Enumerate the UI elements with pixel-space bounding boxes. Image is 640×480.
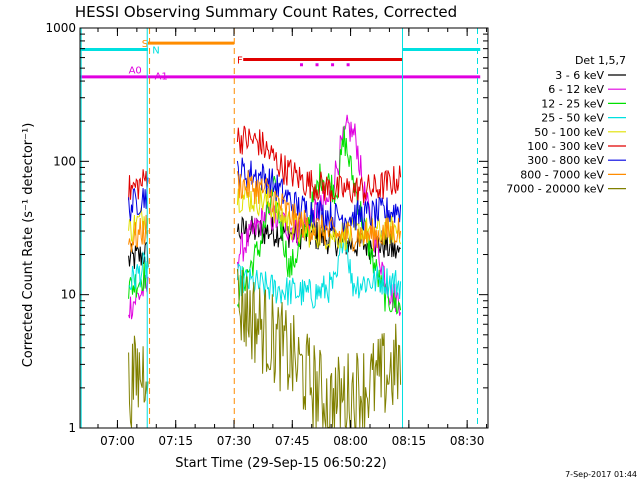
flags-layer: SN F A0 A1 (80, 39, 481, 83)
series-line-25-50-kev-seg0 (128, 250, 149, 291)
y-tick-label-1: 1 (68, 421, 76, 435)
series-line-100-300-kev-seg0 (128, 169, 149, 201)
plot-area: SN F A0 A1 07:00 07:15 07:30 07:45 08:00 08:15 08… (45, 21, 489, 448)
legend-label-25-50-kev: 25 - 50 keV (541, 112, 604, 125)
series-line-50-100-kev-seg0 (128, 207, 149, 244)
series-line-7000-20000-kev-seg0 (128, 335, 149, 428)
flag-label-a1: A1 (155, 72, 168, 83)
x-tick-label-07-15: 07:15 (158, 434, 193, 448)
legend-label-12-25-kev: 12 - 25 keV (541, 97, 604, 110)
legend-label-50-100-kev: 50 - 100 keV (534, 126, 604, 139)
x-tick-label-07-00: 07:00 (100, 434, 135, 448)
series-line-100-300-kev-seg1 (236, 125, 402, 205)
plot-frame (79, 27, 489, 429)
vertical-lines-layer (80, 28, 479, 428)
footer-date: 7-Sep-2017 01:44 (565, 470, 637, 479)
legend-label-7000-20000-kev: 7000 - 20000 keV (506, 183, 604, 196)
y-axis-label: Corrected Count Rate (s⁻¹ detector⁻¹) (21, 123, 36, 368)
flag-marker-1 (315, 63, 319, 67)
legend-label-6-12-kev: 6 - 12 keV (548, 83, 604, 96)
y-ticks-layer: 1 10 100 1000 (45, 21, 488, 435)
x-tick-label-07-45: 07:45 (275, 434, 310, 448)
legend-label-100-300-kev: 100 - 300 keV (527, 140, 604, 153)
flag-marker-3 (346, 63, 350, 67)
flag-label-f: F (237, 56, 243, 67)
x-tick-label-08-00: 08:00 (333, 434, 368, 448)
x-ticks-layer: 07:00 07:15 07:30 07:45 08:00 08:15 08:30 (97, 28, 488, 448)
x-tick-label-08-15: 08:15 (392, 434, 427, 448)
series-line-800-7000-kev-seg0 (128, 214, 149, 253)
y-tick-label-10: 10 (61, 288, 76, 302)
series-line-800-7000-kev-seg1 (236, 170, 402, 252)
x-axis-label: Start Time (29-Sep-15 06:50:22) (175, 456, 386, 471)
chart-title: HESSI Observing Summary Count Rates, Cor… (75, 3, 457, 21)
x-tick-label-07-30: 07:30 (217, 434, 252, 448)
series-line-3-6-kev-seg1 (236, 215, 401, 260)
series-line-300-800-kev-seg0 (128, 177, 149, 222)
legend-label-300-800-kev: 300 - 800 keV (527, 154, 604, 167)
x-tick-label-08-30: 08:30 (450, 434, 485, 448)
y-tick-label-100: 100 (53, 154, 76, 168)
flag-label-s: S (142, 39, 148, 50)
legend-label-800-7000-kev: 800 - 7000 keV (520, 168, 604, 181)
flag-marker-0 (299, 63, 303, 67)
flag-marker-2 (331, 63, 335, 67)
flag-label-a0: A0 (129, 65, 142, 76)
flag-label-n: N (152, 45, 159, 56)
y-tick-label-1000: 1000 (45, 21, 76, 35)
series-layer (128, 114, 402, 429)
legend-label-3-6-kev: 3 - 6 keV (555, 69, 604, 82)
legend-title: Det 1,5,7 (575, 54, 626, 67)
series-line-7000-20000-kev-seg1 (236, 269, 402, 429)
